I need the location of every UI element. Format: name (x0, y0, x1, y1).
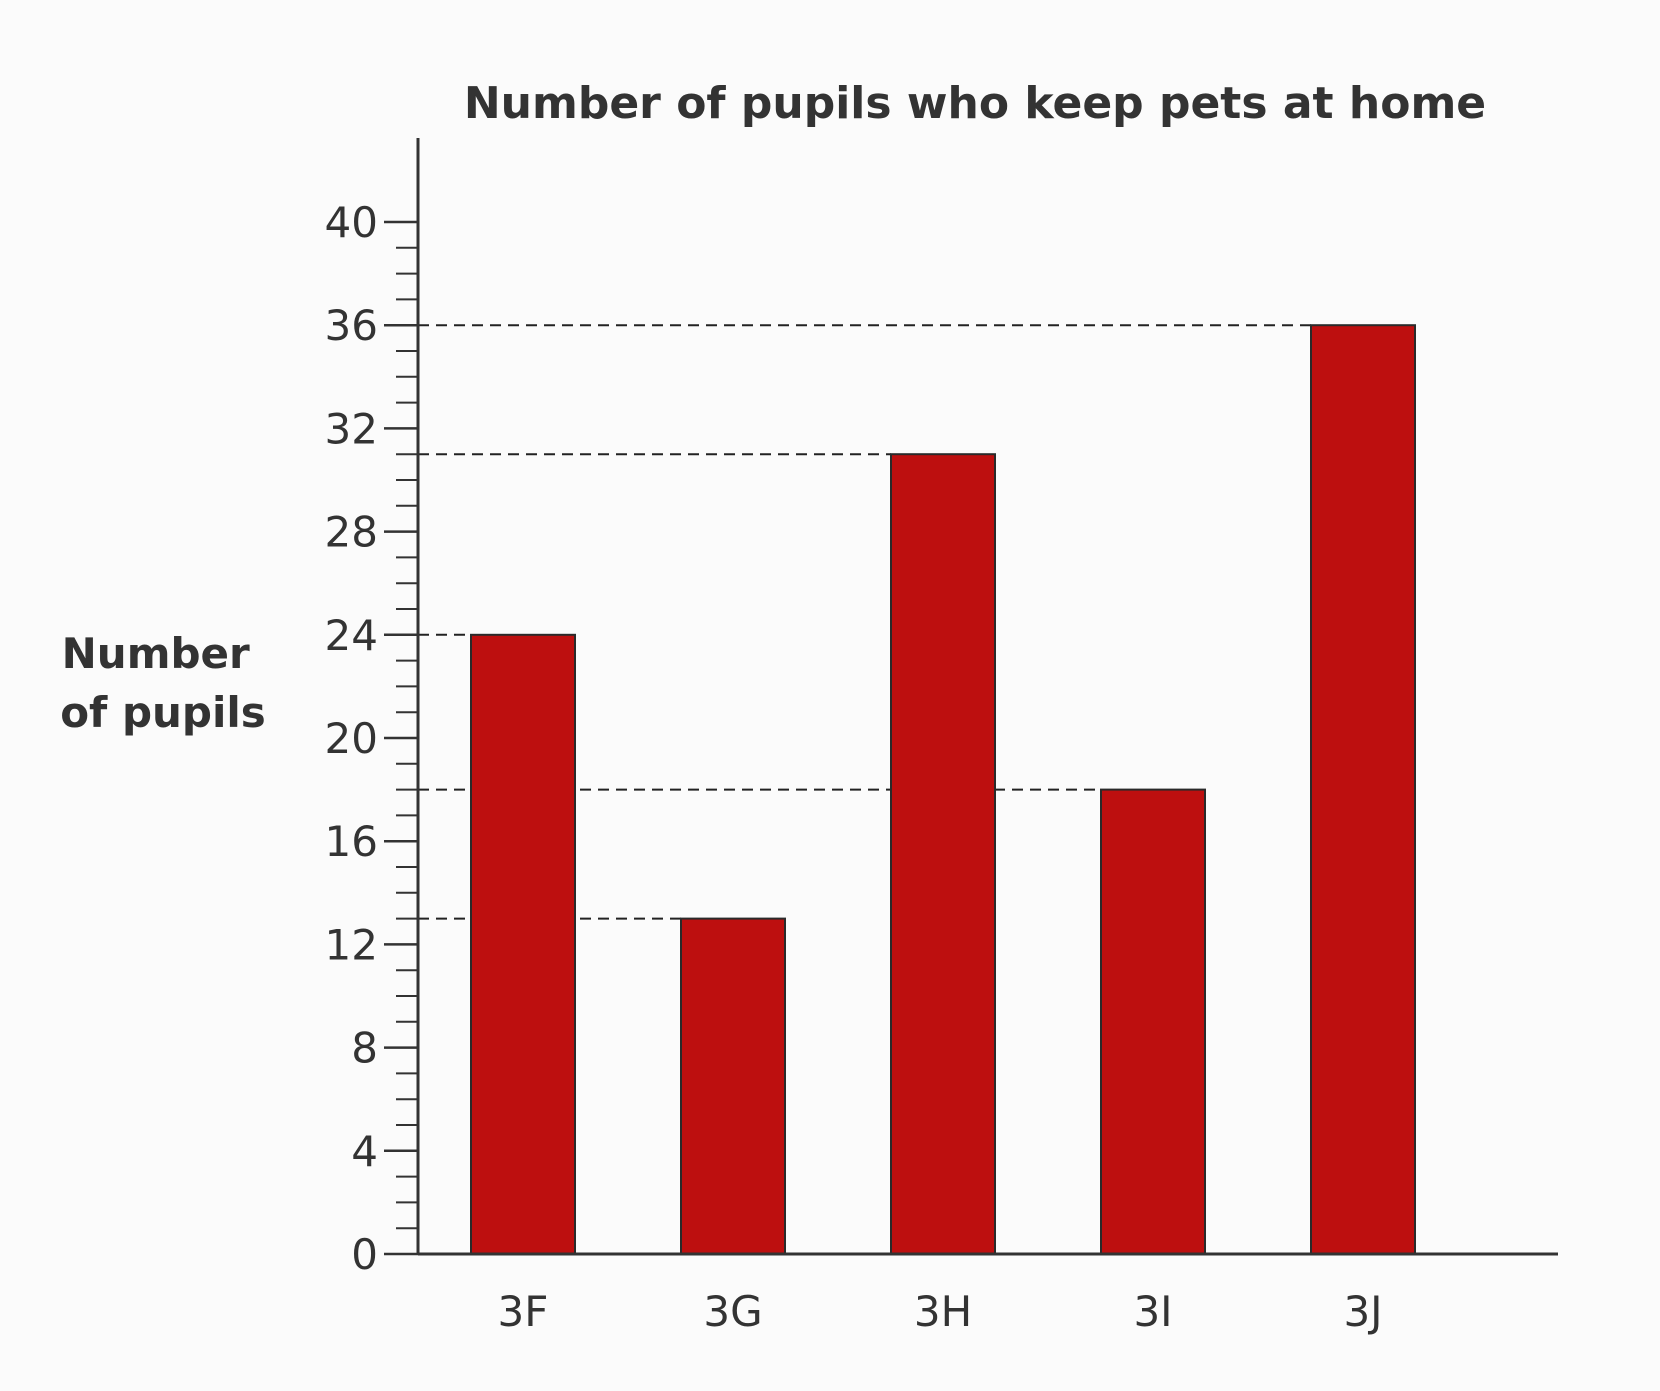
y-tick-label: 24 (325, 611, 378, 660)
y-tick-label: 0 (351, 1230, 378, 1279)
bar-3f (470, 633, 576, 1255)
y-tick-label: 8 (351, 1024, 378, 1073)
x-tick-label: 3H (914, 1287, 972, 1336)
bar-3g (680, 917, 786, 1255)
y-axis: 0 4 8 12 16 20 24 28 32 36 40 (325, 138, 420, 1279)
y-tick-label: 12 (325, 920, 378, 969)
x-tick-label: 3F (498, 1287, 549, 1336)
y-tick-label: 28 (325, 508, 378, 557)
y-tick-label: 20 (325, 714, 378, 763)
bar-3h (890, 453, 996, 1255)
y-axis-label-line-2: of pupils (60, 688, 266, 737)
y-axis-label: Number of pupils (60, 629, 266, 737)
bar-3i (1100, 788, 1206, 1255)
bar-3j (1310, 324, 1416, 1255)
x-axis: 3F 3G 3H 3I 3J (418, 1252, 1558, 1336)
y-tick-label: 36 (325, 301, 378, 350)
x-tick-label: 3G (703, 1287, 762, 1336)
y-axis-label-line-1: Number (62, 629, 250, 678)
y-tick-label: 16 (325, 817, 378, 866)
y-tick-label: 4 (351, 1127, 378, 1176)
x-tick-label: 3J (1343, 1287, 1382, 1336)
x-tick-label: 3I (1133, 1287, 1172, 1336)
bars-group (470, 324, 1416, 1255)
chart-title: Number of pupils who keep pets at home (464, 78, 1486, 129)
y-tick-label: 40 (325, 198, 378, 247)
y-tick-label: 32 (325, 404, 378, 453)
